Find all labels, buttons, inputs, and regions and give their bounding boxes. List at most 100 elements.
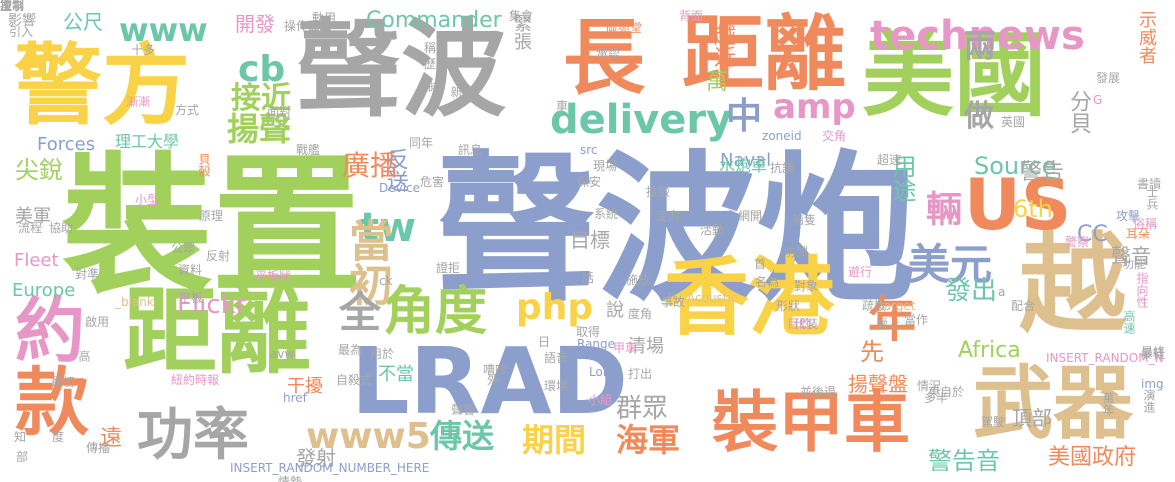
cloud-word: 對象 [794,279,819,293]
cloud-word: 名為 [755,275,780,289]
cloud-word: 證拒 [436,261,461,275]
cloud-word: 對準 [75,267,100,281]
cloud-word: _blank [115,295,154,309]
cloud-word: 兩 [964,27,997,65]
cloud-word: 最為 [338,343,363,357]
cloud-word: 外 [487,373,500,387]
cloud-word: 警察 [1065,235,1090,249]
cloud-word: www [119,11,208,49]
cloud-word: 揚聲 [227,110,292,148]
cloud-word: 6th [1013,195,1053,223]
cloud-word: 方式 [175,103,200,117]
cloud-word: 傳播 [86,441,111,455]
cloud-word: 水炮車 [719,156,768,175]
cloud-word: 語音 [544,351,569,365]
cloud-word: 紐約時報 [171,373,220,387]
cloud-word: 度角 [628,307,653,321]
cloud-word: 高 [77,350,91,362]
cloud-word: target [879,299,916,313]
cloud-word: 最初 [51,375,76,389]
cloud-word: 傳送 [430,417,495,455]
cloud-word: 攻擊 [1116,209,1141,223]
cloud-word: 疏散 [862,299,887,313]
cloud-word: 款 [15,360,89,446]
cloud-word: 角度 [383,282,488,342]
cloud-word: 萬年 [1101,392,1115,416]
cloud-word: 情況 [917,379,942,393]
cloud-word: 協助 [49,221,74,235]
cloud-word: Europe [12,280,76,301]
cloud-word: amp [773,87,856,127]
cloud-word: 美元 [908,240,993,289]
cloud-word: 配合 [1011,299,1036,313]
cloud-word: 東自於 [928,385,965,399]
cloud-word: href [283,391,307,405]
cloud-word: 度 [52,430,65,444]
cloud-word: Range [577,337,616,351]
cloud-word: 揚聲盤 [848,372,908,396]
cloud-word: ck [379,274,393,288]
cloud-word: 裝甲車 [712,384,910,461]
cloud-word: 反射 [206,249,231,263]
cloud-word: 約 [15,290,85,372]
cloud-word: delivery [550,97,733,143]
cloud-word: 並後退 [800,385,837,399]
cloud-word: 萬 [706,70,729,95]
cloud-word: 輛 [920,190,961,226]
cloud-word: n [668,288,676,302]
cloud-word: 歷史 [424,57,449,71]
cloud-word: 日 [538,335,551,349]
cloud-word: 時 [428,81,441,95]
cloud-word: 定向 [656,209,681,223]
cloud-word: Source [974,152,1057,180]
cloud-word: 全 [339,288,382,337]
cloud-word: 書讀 [1137,177,1162,191]
cloud-word: www5 [306,416,431,457]
cloud-word: 自殺式 [336,373,373,387]
cloud-word: Device [379,181,421,195]
cloud-word: img [1141,377,1164,391]
cloud-word: technews [870,13,1085,59]
cloud-word: 引入 [9,25,34,39]
cloud-word: 漸漸 [126,95,151,109]
cloud-word: 新 [449,86,463,98]
cloud-word: 清場 [628,336,664,357]
cloud-word: php [516,287,594,328]
cloud-word: 戰艦 [296,143,321,157]
cloud-word: 說 [606,300,624,321]
cloud-word: 長 [563,11,646,106]
cloud-word: 功能 [1122,257,1147,271]
cloud-word: 美國 [862,22,1047,129]
cloud-word: 小型 [135,193,160,207]
cloud-word: Commander [366,8,502,33]
cloud-word: 資料 [178,263,203,277]
cloud-word: 暴徒 [1141,347,1166,361]
cloud-word: 聲音 [1111,244,1151,268]
cloud-word: 分貝 [1066,90,1091,134]
cloud-word: 操作面 [284,19,321,33]
cloud-word: 取得 [576,325,601,339]
cloud-word: 當作 [904,313,929,327]
cloud-word: LRAD [351,328,629,435]
cloud-word: 環境 [544,379,569,393]
cloud-word: 保安 [577,175,602,189]
cloud-word: 先 [860,338,884,366]
cloud-word: 平板 [179,291,204,305]
cloud-word: 影響 [8,13,36,29]
cloud-word: 集會 [509,9,534,23]
cloud-word: 英國 [1001,115,1026,129]
cloud-word: 群眾 [616,394,669,424]
cloud-word: 做 [964,99,994,134]
cloud-word: 裝置 [62,140,363,314]
cloud-word: src [580,143,598,157]
cloud-word: 美軍 [15,206,51,227]
cloud-word: 接近 [231,81,291,116]
cloud-word: avw [270,347,295,361]
cloud-word: 訊息 [458,143,483,157]
cloud-word: 功率 [137,403,249,468]
cloud-word: 稱話 [424,41,449,55]
cloud-word: 甲車 [613,341,638,355]
cloud-word: 十多 [131,43,156,57]
cloud-word: 多半 [924,391,949,405]
